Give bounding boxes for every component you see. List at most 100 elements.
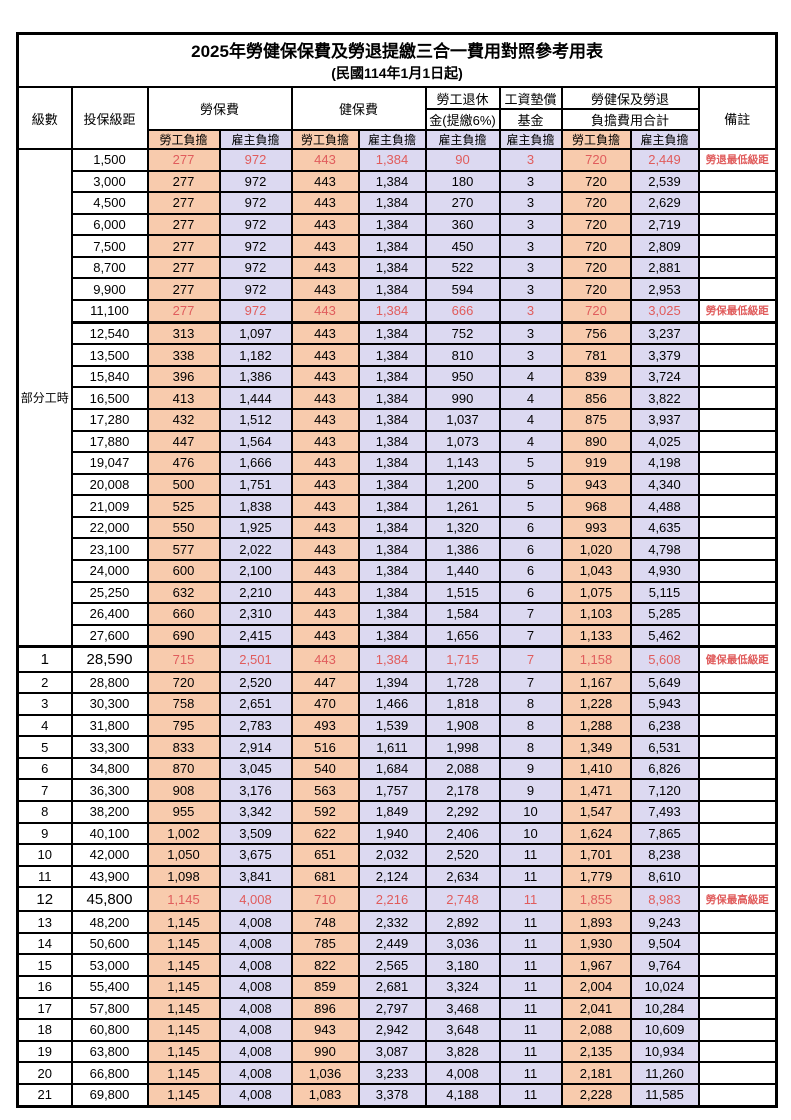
table-row: 13 48,200 1,145 4,008 748 2,332 2,892 11 1,893 9,… <box>16 910 778 934</box>
page-subtitle: (民國114年1月1日起) <box>331 64 463 81</box>
health-ins-employee-cell: 443 <box>290 148 360 172</box>
total-employer-cell: 2,539 <box>629 169 700 194</box>
wage-fund-employer-cell: 7 <box>498 623 563 648</box>
remark-cell <box>697 602 778 626</box>
labor-ins-employee-cell: 277 <box>146 148 221 172</box>
total-employee-cell: 756 <box>560 321 632 346</box>
pension-employer-cell: 3,036 <box>424 931 501 956</box>
level-cell: 5 <box>16 735 73 759</box>
health-ins-employee-cell: 443 <box>290 580 360 605</box>
total-employee-cell: 720 <box>560 298 632 324</box>
wage-fund-employer-cell: 7 <box>498 645 563 673</box>
total-employee-cell: 1,893 <box>560 910 632 934</box>
health-ins-employee-cell: 443 <box>290 321 360 346</box>
pension-employer-cell: 990 <box>424 386 501 411</box>
bracket-cell: 6,000 <box>70 212 149 237</box>
bracket-cell: 53,000 <box>70 953 149 977</box>
level-cell: 16 <box>16 975 73 999</box>
labor-ins-employee-cell: 600 <box>146 558 221 583</box>
table-row: 8,700 277 972 443 1,384 522 3 720 2,881 <box>18 255 778 280</box>
remark-cell <box>697 910 778 934</box>
remark-cell <box>697 321 778 346</box>
level-cell: 12 <box>16 886 73 913</box>
labor-ins-employer-cell: 972 <box>218 277 293 301</box>
table-row: 17 57,800 1,145 4,008 896 2,797 3,468 11 2,041 10… <box>16 996 778 1021</box>
level-cell: 17 <box>16 996 73 1021</box>
remark-cell <box>697 670 778 695</box>
remark-cell <box>697 864 778 889</box>
total-employer-cell: 2,881 <box>629 255 700 280</box>
health-ins-employee-cell: 1,083 <box>290 1082 360 1108</box>
remark-cell <box>697 996 778 1021</box>
total-employer-cell: 3,724 <box>629 364 700 389</box>
table-row: 15 53,000 1,145 4,008 822 2,565 3,180 11 1,967 9,… <box>16 953 778 977</box>
labor-ins-employee-cell: 1,145 <box>146 931 221 956</box>
labor-ins-employer-cell: 2,783 <box>218 713 293 738</box>
total-employee-cell: 720 <box>560 234 632 258</box>
table-row: 3,000 277 972 443 1,384 180 3 720 2,539 <box>18 169 778 194</box>
labor-ins-employee-cell: 432 <box>146 408 221 432</box>
remark-cell <box>697 169 778 194</box>
total-employer-cell: 6,826 <box>629 756 700 781</box>
col-header-remark: 備註 <box>697 86 778 150</box>
health-ins-employee-cell: 443 <box>290 169 360 194</box>
table-row: 10 42,000 1,050 3,675 651 2,032 2,520 11 1,701 8,… <box>16 843 778 867</box>
total-employee-cell: 720 <box>560 191 632 215</box>
labor-ins-employee-cell: 476 <box>146 451 221 475</box>
bracket-cell: 48,200 <box>70 910 149 934</box>
health-ins-employer-cell: 1,384 <box>357 148 427 172</box>
pension-employer-cell: 1,073 <box>424 429 501 454</box>
total-employer-cell: 4,798 <box>629 537 700 561</box>
col-header-labor-insurance: 勞保費 <box>146 86 293 131</box>
total-employer-cell: 3,937 <box>629 408 700 432</box>
wage-fund-employer-cell: 8 <box>498 735 563 759</box>
wage-fund-employer-cell: 6 <box>498 537 563 561</box>
total-employee-cell: 720 <box>560 212 632 237</box>
col-header-total-line2: 負擔費用合計 <box>560 108 700 131</box>
health-ins-employee-cell: 622 <box>290 821 360 846</box>
total-employee-cell: 919 <box>560 451 632 475</box>
total-employee-cell: 1,930 <box>560 931 632 956</box>
remark-cell <box>697 472 778 497</box>
labor-ins-employer-cell: 972 <box>218 298 293 324</box>
labor-ins-employer-cell: 3,841 <box>218 864 293 889</box>
wage-fund-employer-cell: 8 <box>498 692 563 716</box>
bracket-cell: 19,047 <box>70 451 149 475</box>
wage-fund-employer-cell: 7 <box>498 602 563 626</box>
subheader-labor-employee: 勞工負擔 <box>146 129 221 150</box>
health-ins-employee-cell: 443 <box>290 472 360 497</box>
total-employer-cell: 3,237 <box>629 321 700 346</box>
subheader-total-employee: 勞工負擔 <box>560 129 632 150</box>
health-ins-employee-cell: 443 <box>290 602 360 626</box>
health-ins-employer-cell: 1,384 <box>357 451 427 475</box>
level-cell: 10 <box>16 843 73 867</box>
labor-ins-employee-cell: 396 <box>146 364 221 389</box>
health-ins-employee-cell: 470 <box>290 692 360 716</box>
labor-ins-employer-cell: 2,022 <box>218 537 293 561</box>
pension-employer-cell: 360 <box>424 212 501 237</box>
health-ins-employer-cell: 1,384 <box>357 429 427 454</box>
total-employer-cell: 7,493 <box>629 799 700 824</box>
wage-fund-employer-cell: 3 <box>498 148 563 172</box>
labor-ins-employer-cell: 4,008 <box>218 1082 293 1108</box>
pension-employer-cell: 90 <box>424 148 501 172</box>
part-time-group-label: 部分工時 <box>16 148 73 648</box>
total-employee-cell: 1,020 <box>560 537 632 561</box>
labor-ins-employer-cell: 1,512 <box>218 408 293 432</box>
labor-ins-employee-cell: 1,145 <box>146 975 221 999</box>
wage-fund-employer-cell: 10 <box>498 799 563 824</box>
total-employee-cell: 943 <box>560 472 632 497</box>
remark-cell <box>697 494 778 518</box>
bracket-cell: 66,800 <box>70 1061 149 1085</box>
total-employee-cell: 1,967 <box>560 953 632 977</box>
labor-ins-employer-cell: 3,675 <box>218 843 293 867</box>
health-ins-employer-cell: 2,942 <box>357 1018 427 1042</box>
subheader-total-employer: 雇主負擔 <box>629 129 700 150</box>
level-cell: 3 <box>16 692 73 716</box>
bracket-cell: 60,800 <box>70 1018 149 1042</box>
total-employer-cell: 5,462 <box>629 623 700 648</box>
wage-fund-employer-cell: 8 <box>498 713 563 738</box>
subheader-health-employer: 雇主負擔 <box>357 129 427 150</box>
labor-ins-employee-cell: 720 <box>146 670 221 695</box>
health-ins-employee-cell: 493 <box>290 713 360 738</box>
